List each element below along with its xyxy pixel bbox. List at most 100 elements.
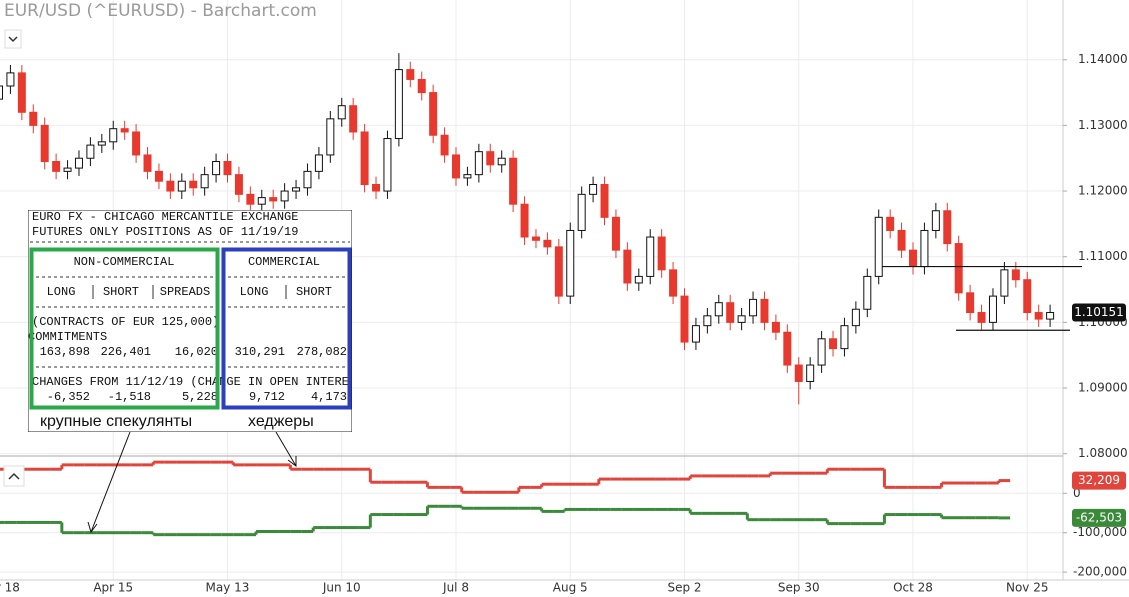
candle-body [189,180,198,189]
candle-body [440,134,449,156]
expand-button[interactable] [3,465,25,487]
cot-report: EURO FX - CHICAGO MERCANTILE EXCHANGE FU… [28,210,352,432]
candle-body [257,197,266,205]
candle-body [486,151,495,166]
x-tick-label: Apr 15 [93,581,133,595]
candle-body [623,249,632,284]
x-tick-label: Jun 10 [322,581,361,595]
candle-body [200,174,209,189]
candle-body [406,69,415,80]
candle-body [52,161,61,172]
candle-body [943,210,952,245]
candle-body [177,180,186,192]
candle-body [566,229,575,297]
candle-body [829,338,838,350]
collapse-button[interactable] [4,29,22,49]
candle-body [132,131,141,156]
speculators-frame [29,247,220,410]
last-price-tag [1072,303,1126,322]
candle-body [509,157,518,205]
y2-tick-label: -200,000 [1073,565,1127,579]
candle-body [326,118,335,156]
cell: 226,401 [101,345,151,359]
column-header: LONG [240,285,269,299]
candle-body [29,111,38,126]
last-price-label: 1.10151 [1074,305,1124,319]
candle-body [143,154,152,172]
column-header: SHORT [103,285,139,299]
candle-body [292,187,301,192]
candle-body [794,364,803,382]
candle-body [977,312,986,323]
last-value-label: 32,209 [1078,473,1120,487]
candle-body [920,229,929,268]
candle-body [349,105,358,133]
candle-body [280,190,289,202]
candle-body [817,338,826,366]
y-tick-label: 1.09000 [1078,381,1128,395]
candle-body [691,325,700,343]
x-tick-label: Jul 8 [442,581,469,595]
y-tick-label: 1.08000 [1078,446,1128,460]
annotation-arrows [87,431,297,534]
candle-body [703,315,712,327]
candle-body [600,183,609,218]
candle-body [1011,269,1020,281]
x-tick-label: May 13 [206,581,250,595]
column-header: SPREADS [160,285,210,299]
candle-body [988,295,997,323]
cell: -6,352 [47,390,90,404]
candle-body [1046,312,1055,320]
candle-body [372,183,381,192]
x-tick-label: Sep 30 [778,581,820,595]
candle-body [657,236,666,271]
candle-body [474,151,483,176]
candle-body [851,308,860,327]
candle-body [1034,312,1043,320]
annotation: крупные спекулянты [40,413,192,430]
row-label: COMMITMENTS [28,330,107,344]
candle-body [577,193,586,231]
cell: 310,291 [235,345,285,359]
cell: 278,082 [297,345,347,359]
report-box [28,210,352,432]
candle-body [314,154,323,172]
cell: 4,173 [311,390,347,404]
y2-tick-label: 0 [1073,486,1081,500]
candle-body [954,243,963,294]
candle-body [394,69,403,140]
candle-body [234,174,243,195]
cell: 16,020 [175,345,218,359]
candle-body [452,154,460,179]
candle-body [886,216,895,231]
candle-body [63,167,72,172]
report-subtitle: FUTURES ONLY POSITIONS AS OF 11/19/19 [32,225,298,239]
candle-body [840,325,849,350]
candle-body [86,144,95,159]
y-tick-label: 1.11000 [1078,249,1128,263]
candle-body [909,249,917,268]
last-value-label: -62,503 [1076,510,1122,524]
candle-body [17,72,26,113]
plot [0,53,1082,537]
report-title: EURO FX - CHICAGO MERCANTILE EXCHANGE [32,210,298,224]
candle-body [1023,279,1032,314]
candle-body [966,292,975,314]
candle-body [0,85,3,100]
candle-body [554,246,563,297]
group-header: COMMERCIAL [248,255,320,269]
candle-body [531,236,540,241]
y-tick-label: 1.14000 [1078,52,1128,66]
candle-body [669,269,678,297]
x-tick-label: Nov 25 [1006,581,1049,595]
candle-body [737,315,746,323]
candle-body [874,216,883,277]
candle-body [680,295,689,343]
candle-body [783,331,792,366]
x-tick-label: Mar 18 [0,581,20,595]
last-value-tag [1072,508,1126,527]
y-tick-label: 1.12000 [1078,184,1128,198]
candle-body [543,239,552,248]
x-tick-label: Aug 5 [553,581,588,595]
candle-body [223,161,232,176]
